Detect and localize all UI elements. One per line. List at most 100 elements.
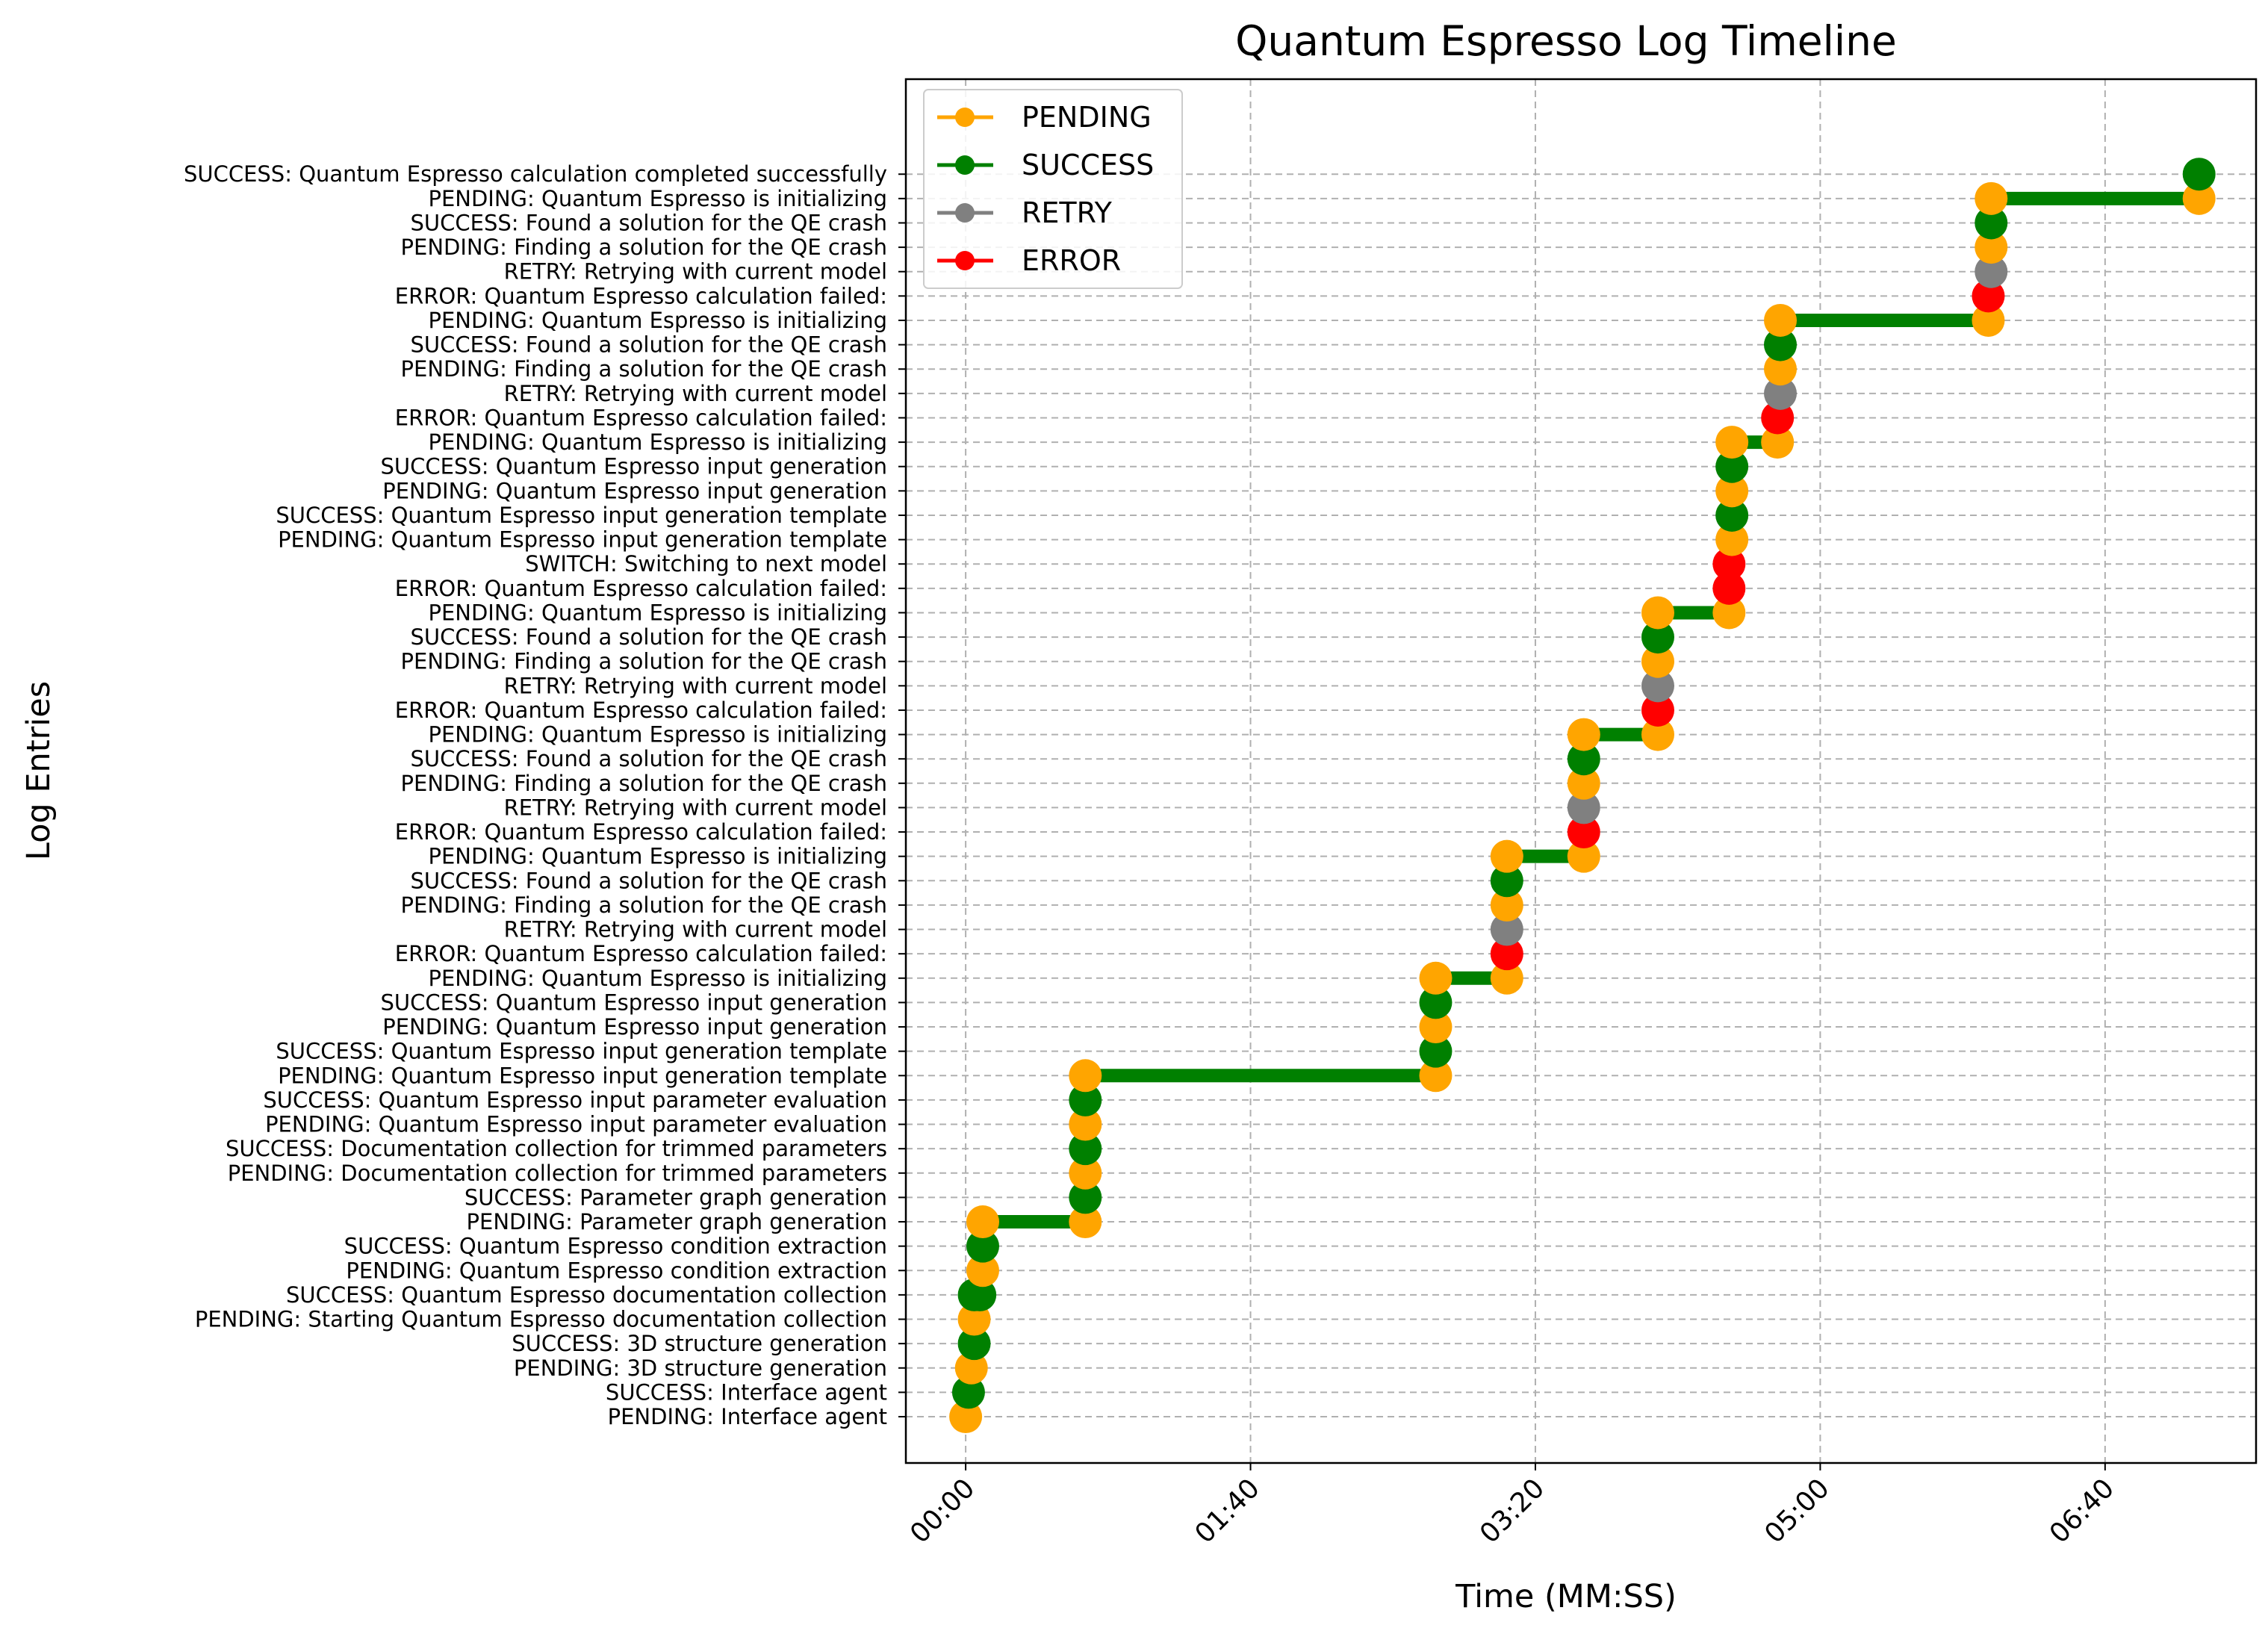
y-tick-label: ERROR: Quantum Espresso calculation fail… <box>395 941 887 966</box>
data-point-marker <box>1490 888 1523 922</box>
data-point-marker <box>1069 1181 1102 1214</box>
data-point-marker <box>1641 718 1674 751</box>
data-point-marker <box>1069 1083 1102 1116</box>
y-tick-label: PENDING: Quantum Espresso is initializin… <box>428 722 887 748</box>
legend-marker <box>955 155 975 175</box>
y-tick-label: SUCCESS: Quantum Espresso calculation co… <box>184 161 887 187</box>
data-point-marker <box>2182 181 2216 215</box>
y-tick-label: RETRY: Retrying with current model <box>504 259 887 285</box>
data-point-marker <box>1972 279 2005 313</box>
y-axis-label: Log Entries <box>20 681 58 860</box>
data-point-marker <box>1764 303 1798 337</box>
data-point-marker <box>1567 839 1600 873</box>
y-tick-label: SWITCH: Switching to next model <box>525 551 887 577</box>
y-tick-label: SUCCESS: Quantum Espresso input generati… <box>380 454 887 479</box>
y-tick-label: PENDING: Quantum Espresso input generati… <box>278 1063 887 1088</box>
y-tick-label: PENDING: Documentation collection for tr… <box>228 1161 887 1186</box>
y-tick-label: SUCCESS: Quantum Espresso input generati… <box>276 1039 887 1064</box>
y-tick-label: PENDING: Quantum Espresso input generati… <box>382 478 887 503</box>
data-point-marker <box>1975 206 2008 240</box>
data-point-marker <box>1069 1059 1102 1093</box>
y-tick-label: PENDING: Quantum Espresso is initializin… <box>428 600 887 625</box>
legend-label: PENDING <box>1022 101 1152 134</box>
y-tick-label: SUCCESS: Found a solution for the QE cra… <box>411 868 887 893</box>
data-point-marker <box>1715 523 1749 556</box>
y-tick-label: ERROR: Quantum Espresso calculation fail… <box>395 576 887 601</box>
y-tick-label: PENDING: Quantum Espresso is initializin… <box>428 429 887 455</box>
y-tick-label: SUCCESS: Quantum Espresso input generati… <box>380 990 887 1015</box>
data-point-marker <box>1712 571 1746 605</box>
y-tick-label: ERROR: Quantum Espresso calculation fail… <box>395 283 887 308</box>
data-point-marker <box>1490 961 1523 995</box>
data-point-marker <box>1069 1156 1102 1190</box>
data-point-marker <box>1419 1059 1453 1093</box>
legend-label: RETRY <box>1022 196 1113 229</box>
data-point-marker <box>1069 1108 1102 1141</box>
x-axis-label: Time (MM:SS) <box>1455 1578 1677 1615</box>
data-point-marker <box>954 1351 988 1385</box>
y-tick-label: SUCCESS: Parameter graph generation <box>465 1184 887 1210</box>
data-point-marker <box>1715 498 1749 532</box>
y-tick-label: SUCCESS: 3D structure generation <box>512 1331 887 1356</box>
data-point-marker <box>1641 693 1674 727</box>
legend-label: ERROR <box>1022 244 1121 277</box>
y-tick-label: PENDING: Starting Quantum Espresso docum… <box>195 1307 887 1332</box>
data-point-marker <box>1419 961 1453 995</box>
y-tick-label: PENDING: Finding a solution for the QE c… <box>401 892 887 918</box>
data-point-marker <box>1764 376 1798 410</box>
y-tick-label: PENDING: Parameter graph generation <box>467 1209 887 1234</box>
data-point-marker <box>966 1229 999 1263</box>
y-tick-label: PENDING: Quantum Espresso input generati… <box>278 527 887 553</box>
y-tick-label: SUCCESS: Found a solution for the QE cra… <box>411 332 887 358</box>
y-tick-label: PENDING: Quantum Espresso is initializin… <box>428 186 887 211</box>
data-point-marker <box>1490 913 1523 946</box>
y-tick-label: ERROR: Quantum Espresso calculation fail… <box>395 819 887 845</box>
data-point-marker <box>1490 864 1523 898</box>
legend-marker <box>955 251 975 270</box>
data-point-marker <box>1419 1034 1453 1068</box>
legend-box <box>923 89 1183 289</box>
data-point-marker <box>963 1278 997 1311</box>
data-point-marker <box>1069 1205 1102 1239</box>
y-tick-label: PENDING: Finding a solution for the QE c… <box>401 771 887 796</box>
data-point-marker <box>1419 1010 1453 1044</box>
y-tick-label: RETRY: Retrying with current model <box>504 917 887 942</box>
y-tick-label: PENDING: Quantum Espresso input paramete… <box>265 1112 887 1137</box>
data-point-marker <box>2182 158 2216 191</box>
plot-frame <box>904 78 2258 1464</box>
y-tick-label: RETRY: Retrying with current model <box>504 381 887 406</box>
y-tick-label: PENDING: 3D structure generation <box>514 1355 887 1381</box>
y-tick-label: PENDING: Quantum Espresso is initializin… <box>428 966 887 991</box>
y-tick-label: SUCCESS: Interface agent <box>606 1379 887 1405</box>
data-point-marker <box>1715 426 1749 459</box>
y-tick-label: SUCCESS: Quantum Espresso condition extr… <box>344 1234 887 1259</box>
y-tick-label: PENDING: Finding a solution for the QE c… <box>401 234 887 260</box>
data-point-marker <box>1490 839 1523 873</box>
y-tick-label: PENDING: Quantum Espresso is initializin… <box>428 308 887 333</box>
data-point-marker <box>1641 644 1674 678</box>
y-tick-label: PENDING: Finding a solution for the QE c… <box>401 356 887 382</box>
data-point-marker <box>1764 328 1798 361</box>
data-point-marker <box>966 1205 999 1239</box>
data-point-marker <box>1567 742 1600 776</box>
data-point-marker <box>951 1376 985 1409</box>
data-point-marker <box>1761 401 1795 435</box>
legend-marker <box>955 108 975 127</box>
legend: PENDING SUCCESS RETRY ERROR <box>923 89 1183 289</box>
y-tick-label: ERROR: Quantum Espresso calculation fail… <box>395 698 887 723</box>
y-tick-label: SUCCESS: Quantum Espresso input generati… <box>276 503 887 528</box>
data-point-marker <box>1641 669 1674 703</box>
data-point-marker <box>957 1327 991 1361</box>
legend-label: SUCCESS <box>1022 149 1154 181</box>
data-point-marker <box>1069 1132 1102 1166</box>
y-tick-label: RETRY: Retrying with current model <box>504 673 887 698</box>
y-tick-label: SUCCESS: Documentation collection for tr… <box>226 1136 887 1161</box>
y-tick-label: SUCCESS: Found a solution for the QE cra… <box>411 624 887 650</box>
y-tick-label: ERROR: Quantum Espresso calculation fail… <box>395 405 887 430</box>
data-point-marker <box>1715 474 1749 508</box>
y-tick-label: SUCCESS: Found a solution for the QE cra… <box>411 746 887 771</box>
data-point-marker <box>1567 718 1600 751</box>
data-point-marker <box>1761 426 1795 459</box>
